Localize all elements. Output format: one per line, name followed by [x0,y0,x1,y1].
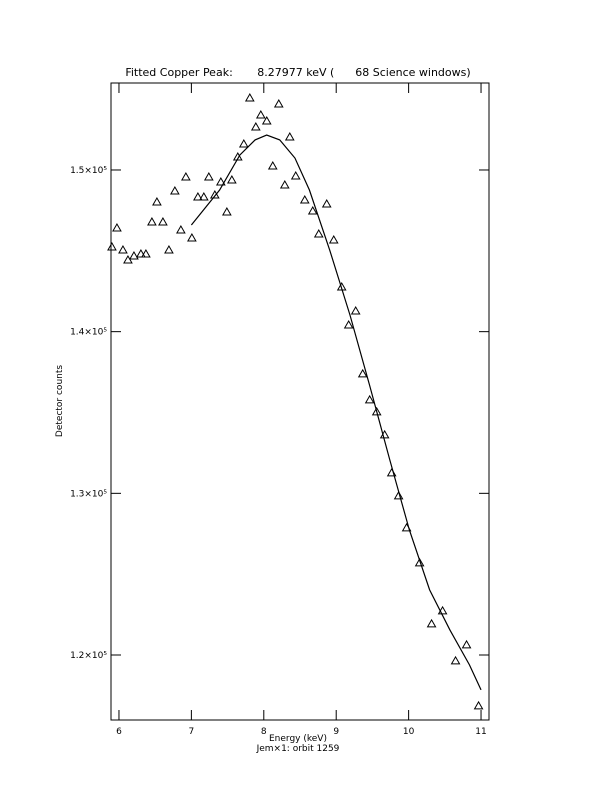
y-tick-label: 1.2×10⁵ [70,651,107,661]
data-point [267,160,278,170]
y-tick-label: 1.5×10⁵ [70,166,107,176]
x-tick-label: 6 [116,727,122,737]
data-point [141,248,151,258]
data-point [170,185,180,195]
plot-frame [110,82,490,721]
subtitle: Jem×1: orbit 1259 [256,744,340,754]
data-point [129,250,139,260]
data-point [307,205,318,215]
data-point [147,216,157,226]
data-point [164,244,174,254]
data-point [107,241,117,251]
data-point [118,244,128,254]
data-point [350,305,361,315]
data-point [158,216,168,226]
data-point [112,222,122,232]
data-point [176,224,186,234]
data-point [232,151,243,161]
data-point [473,700,484,710]
fit-line [190,134,482,691]
x-tick-label: 7 [189,727,195,737]
data-point [357,368,368,378]
data-point [250,121,261,131]
data-point [244,92,255,102]
data-point [203,171,214,181]
data-point [343,319,354,329]
x-tick-label: 8 [261,727,267,737]
data-point [198,191,209,201]
data-point [328,234,339,244]
data-point [290,170,301,180]
data-point [136,248,146,258]
data-point [371,406,382,416]
data-point [222,206,232,216]
x-tick-label: 10 [403,727,415,737]
data-point [255,109,266,119]
data-point [313,228,324,238]
data-point [261,115,272,125]
data-point [123,254,133,264]
x-tick-label: 9 [333,727,339,737]
chart-title: Fitted Copper Peak: 8.27977 keV ( 68 Sci… [125,66,470,79]
data-point [215,176,226,186]
y-axis-label: Detector counts [55,365,65,437]
data-point [364,394,375,404]
data-point [279,179,290,189]
data-point [187,232,197,242]
data-point [193,191,203,201]
data-point [238,138,249,148]
data-point [321,198,332,208]
data-point [181,171,191,181]
data-point [426,618,437,628]
data-point [299,194,310,204]
x-axis-label: Energy (keV) [269,734,327,744]
data-point [209,189,220,199]
data-point [226,174,237,184]
data-point [284,131,295,141]
y-tick-label: 1.3×10⁵ [70,489,107,499]
data-point [273,98,284,108]
data-point [414,557,425,567]
data-point [393,490,404,500]
x-tick-label: 11 [475,727,486,737]
y-tick-label: 1.4×10⁵ [70,328,107,338]
data-point [450,655,461,665]
data-point [152,196,162,206]
data-point [461,639,472,649]
